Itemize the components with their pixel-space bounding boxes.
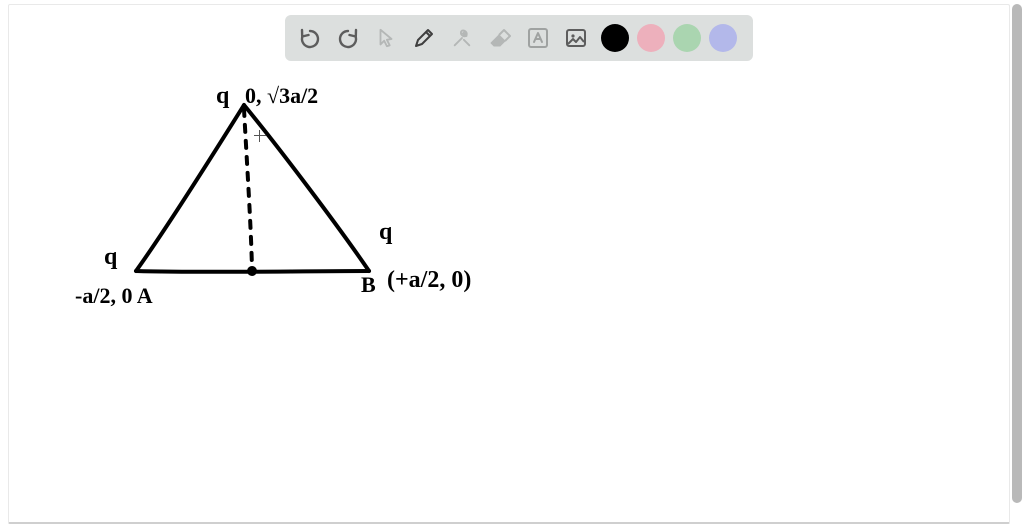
toolbar (285, 15, 753, 61)
color-swatch-purple[interactable] (709, 24, 737, 52)
pointer-button[interactable] (369, 21, 403, 55)
label-right-b: B (361, 272, 376, 298)
label-apex-q: q (216, 83, 229, 110)
color-swatch-pink[interactable] (637, 24, 665, 52)
whiteboard-canvas[interactable]: q 0, √3a/2 q q -a/2, 0 A B (+a/2, 0) (8, 4, 1010, 524)
eraser-icon (488, 26, 512, 50)
label-apex-coord: 0, √3a/2 (245, 83, 318, 109)
pen-button[interactable] (407, 21, 441, 55)
label-left-q: q (104, 244, 117, 271)
pen-icon (412, 26, 436, 50)
color-swatch-green[interactable] (673, 24, 701, 52)
drawing-layer (9, 5, 1011, 525)
redo-button[interactable] (331, 21, 365, 55)
redo-icon (336, 26, 360, 50)
label-left-coord-a: -a/2, 0 A (75, 283, 153, 309)
tools-button[interactable] (445, 21, 479, 55)
image-icon (564, 26, 588, 50)
text-button[interactable] (521, 21, 555, 55)
label-right-q: q (379, 219, 392, 246)
eraser-button[interactable] (483, 21, 517, 55)
undo-icon (298, 26, 322, 50)
vertical-scrollbar[interactable] (1012, 4, 1022, 524)
vertical-scrollbar-thumb[interactable] (1012, 4, 1022, 503)
image-button[interactable] (559, 21, 593, 55)
text-icon (526, 26, 550, 50)
undo-button[interactable] (293, 21, 327, 55)
viewport: q 0, √3a/2 q q -a/2, 0 A B (+a/2, 0) (0, 0, 1024, 530)
color-swatch-black[interactable] (601, 24, 629, 52)
label-right-coord: (+a/2, 0) (387, 267, 471, 294)
tools-icon (451, 27, 473, 49)
crosshair-cursor (254, 130, 266, 142)
pointer-icon (375, 27, 397, 49)
